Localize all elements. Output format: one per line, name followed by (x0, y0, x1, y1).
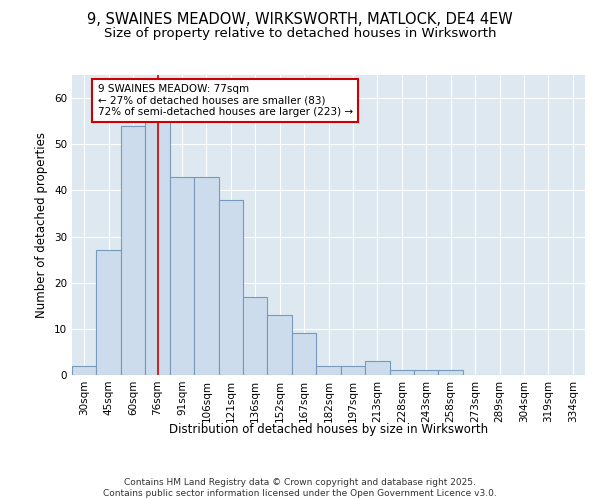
Bar (268, 315, 292, 375)
Bar (365, 361, 389, 375)
Bar (389, 370, 414, 375)
Bar (72, 366, 97, 375)
Bar (121, 126, 145, 375)
Text: Contains HM Land Registry data © Crown copyright and database right 2025.
Contai: Contains HM Land Registry data © Crown c… (103, 478, 497, 498)
Bar (97, 250, 121, 375)
Text: Size of property relative to detached houses in Wirksworth: Size of property relative to detached ho… (104, 28, 496, 40)
Y-axis label: Number of detached properties: Number of detached properties (35, 132, 49, 318)
Bar (341, 366, 365, 375)
Bar (145, 121, 170, 375)
Text: 9, SWAINES MEADOW, WIRKSWORTH, MATLOCK, DE4 4EW: 9, SWAINES MEADOW, WIRKSWORTH, MATLOCK, … (87, 12, 513, 28)
Bar (194, 176, 218, 375)
Bar (439, 370, 463, 375)
Bar (316, 366, 341, 375)
Text: Distribution of detached houses by size in Wirksworth: Distribution of detached houses by size … (169, 422, 488, 436)
Bar (170, 176, 194, 375)
Bar (243, 296, 268, 375)
Text: 9 SWAINES MEADOW: 77sqm
← 27% of detached houses are smaller (83)
72% of semi-de: 9 SWAINES MEADOW: 77sqm ← 27% of detache… (98, 84, 353, 117)
Bar (218, 200, 243, 375)
Bar (414, 370, 439, 375)
Bar (292, 334, 316, 375)
